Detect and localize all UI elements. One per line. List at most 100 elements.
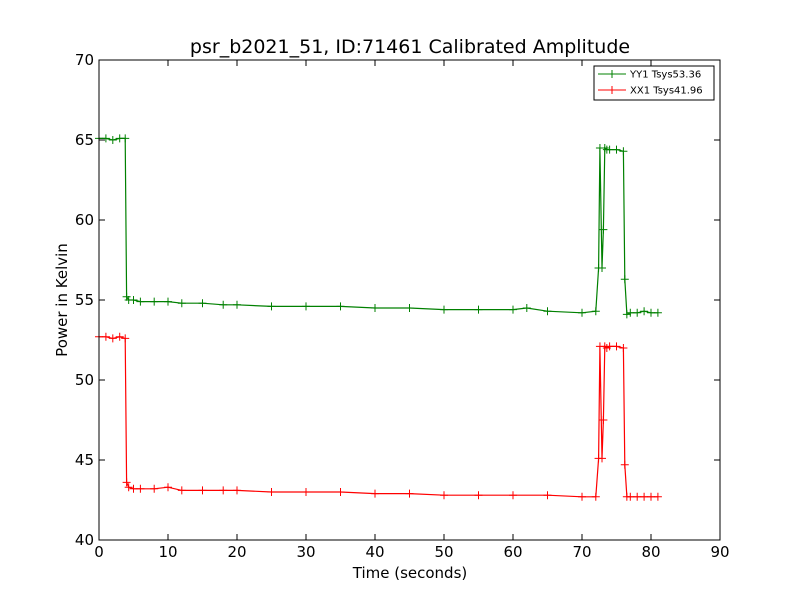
tick-layer: 0 10 20 30 40 50 60 70 80 90 40 45 50 55 60 65 70 <box>75 51 730 561</box>
series-1-point-11 <box>177 486 186 495</box>
series-1-point-25 <box>591 492 600 501</box>
series-1-point-29 <box>599 416 608 424</box>
x-tick-label-1: 10 <box>158 543 177 561</box>
series-0-point-1 <box>101 134 110 143</box>
y-tick-label-2: 50 <box>75 371 94 389</box>
y-tick-label-0: 40 <box>75 531 94 549</box>
y-axis-label: Power in Kelvin <box>53 243 71 357</box>
series-0-point-5 <box>122 292 131 301</box>
series-0-point-23 <box>522 304 531 312</box>
plot-area: 0 10 20 30 40 50 60 70 80 90 40 45 50 55 60 65 70 <box>75 51 730 561</box>
series-1-point-13 <box>219 486 228 495</box>
legend-entry-xx1: XX1 Tsys41.96 <box>598 86 703 97</box>
series-1-point-1 <box>101 332 110 341</box>
series-0-point-4 <box>121 134 130 143</box>
legend-marker-0 <box>608 70 616 78</box>
series-0-point-35 <box>619 147 628 156</box>
series-1-point-17 <box>336 488 345 496</box>
y-tick-label-5: 65 <box>75 131 94 149</box>
series-1-point-18 <box>371 489 379 498</box>
chart-title: psr_b2021_51, ID:71461 Calibrated Amplit… <box>190 36 630 58</box>
series-0-point-42 <box>653 308 662 317</box>
series-1-point-8 <box>136 484 145 493</box>
series-0-point-7 <box>129 296 138 304</box>
series-1-point-23 <box>543 491 552 500</box>
series-1-point-24 <box>578 492 586 501</box>
series-0 <box>95 134 662 319</box>
series-1-point-3 <box>115 332 124 341</box>
series-0-point-26 <box>591 307 600 316</box>
series-0-point-9 <box>150 297 159 306</box>
series-1-point-34 <box>619 344 628 352</box>
legend-box <box>593 65 715 101</box>
series-1-point-33 <box>612 342 621 351</box>
series-0-point-14 <box>233 300 241 309</box>
series-0-point-37 <box>622 310 631 319</box>
y-tick-label-1: 45 <box>75 451 94 469</box>
series-0-point-8 <box>136 297 145 306</box>
series-1-point-35 <box>620 460 629 469</box>
series-1-point-12 <box>198 486 207 495</box>
series-0-point-41 <box>647 308 655 317</box>
series-0-point-20 <box>440 305 448 314</box>
series-1-point-39 <box>640 492 649 501</box>
legend: YY1 Tsys53.36 XX1 Tsys41.96 <box>593 65 715 101</box>
series-0-point-10 <box>164 297 172 306</box>
series-1-point-22 <box>509 491 517 500</box>
series-1-point-40 <box>647 492 655 501</box>
series-0-point-17 <box>336 302 345 311</box>
legend-label-xx1: XX1 Tsys41.96 <box>630 86 703 97</box>
x-tick-label-2: 20 <box>227 543 246 561</box>
series-0-point-30 <box>599 225 608 234</box>
series-1-point-15 <box>267 488 276 496</box>
series-0-point-25 <box>578 308 586 317</box>
plot-background <box>99 60 720 540</box>
series-layer <box>95 134 662 501</box>
series-1-point-14 <box>233 486 241 495</box>
series-0-point-40 <box>640 307 649 316</box>
x-tick-label-9: 90 <box>710 543 729 561</box>
series-1-point-7 <box>129 484 138 493</box>
series-0-point-39 <box>633 308 642 317</box>
series-1-point-19 <box>405 489 414 498</box>
x-tick-label-3: 30 <box>296 543 315 561</box>
series-1-point-37 <box>626 492 635 501</box>
legend-marker-1 <box>608 86 616 94</box>
series-1-point-9 <box>150 484 159 493</box>
series-1-point-5 <box>122 478 131 487</box>
y-tick-label-4: 60 <box>75 211 94 229</box>
series-1-point-41 <box>653 492 662 501</box>
series-1-point-6 <box>124 483 133 492</box>
series-0-point-24 <box>543 307 552 316</box>
series-0-point-29 <box>598 264 607 272</box>
series-1-point-20 <box>440 491 448 500</box>
x-tick-label-8: 80 <box>641 543 660 561</box>
series-1-point-10 <box>164 483 172 492</box>
series-0-point-12 <box>198 299 207 308</box>
series-0-point-11 <box>177 299 186 308</box>
series-0-point-15 <box>267 302 276 311</box>
series-1-point-28 <box>598 454 607 463</box>
series-0-point-13 <box>219 300 228 309</box>
x-tick-label-6: 60 <box>503 543 522 561</box>
series-0-point-18 <box>371 304 379 312</box>
series-1 <box>95 332 662 501</box>
series-1-point-2 <box>108 334 117 343</box>
series-0-point-22 <box>509 305 517 314</box>
legend-label-yy1: YY1 Tsys53.36 <box>629 70 701 81</box>
x-axis-label: Time (seconds) <box>352 564 468 582</box>
x-tick-label-7: 70 <box>572 543 591 561</box>
legend-entry-yy1: YY1 Tsys53.36 <box>598 70 701 81</box>
series-0-point-31 <box>600 144 609 152</box>
series-0-point-36 <box>620 275 629 284</box>
series-0-point-33 <box>605 145 614 154</box>
series-0-point-2 <box>108 136 117 144</box>
series-0-point-34 <box>612 145 621 154</box>
x-tick-label-0: 0 <box>94 543 104 561</box>
x-tick-label-4: 40 <box>365 543 384 561</box>
y-tick-label-3: 55 <box>75 291 94 309</box>
series-0-point-38 <box>626 308 635 317</box>
series-0-point-16 <box>302 302 310 311</box>
